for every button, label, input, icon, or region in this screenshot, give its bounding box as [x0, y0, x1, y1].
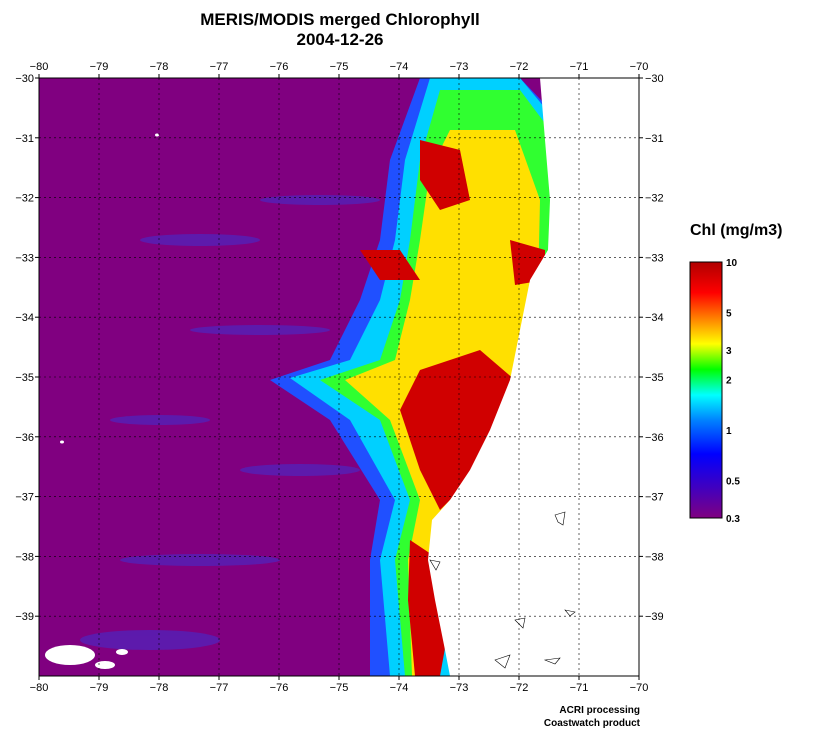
credit-processing: ACRI processing [559, 705, 640, 716]
map-plot-area [39, 78, 639, 676]
lon-label-bottom: −70 [630, 682, 649, 694]
credit-product: Coastwatch product [543, 718, 640, 729]
lat-label-left: −32 [15, 193, 34, 205]
lat-label-right: −38 [645, 551, 664, 563]
lon-label-bottom: −72 [510, 682, 529, 694]
lon-label-bottom: −75 [330, 682, 349, 694]
legend-title: Chl (mg/m3) [690, 222, 783, 239]
lon-label-top: −80 [30, 61, 49, 73]
map-title: MERIS/MODIS merged Chlorophyll [200, 10, 480, 29]
lat-label-left: −30 [15, 73, 34, 85]
legend-tick-label: 5 [726, 309, 732, 320]
legend-tick-label: 10 [726, 258, 738, 269]
lon-label-bottom: −80 [30, 682, 49, 694]
lat-label-left: −33 [15, 252, 34, 264]
lat-label-right: −33 [645, 252, 664, 264]
lat-label-left: −31 [15, 133, 34, 145]
lon-label-top: −72 [510, 61, 529, 73]
graticule [39, 78, 639, 676]
offshore-filaments [80, 195, 380, 650]
legend-tick-label: 2 [726, 375, 732, 386]
lon-label-bottom: −78 [150, 682, 169, 694]
no-data-patches [45, 133, 159, 669]
lon-label-top: −78 [150, 61, 169, 73]
lat-label-left: −34 [15, 312, 34, 324]
lon-label-top: −73 [450, 61, 469, 73]
lon-label-top: −74 [390, 61, 409, 73]
lat-label-left: −35 [15, 372, 34, 384]
lon-label-top: −75 [330, 61, 349, 73]
lon-label-top: −76 [270, 61, 289, 73]
lon-label-bottom: −74 [390, 682, 409, 694]
lat-label-right: −36 [645, 432, 664, 444]
color-bar-labels: 10 5 3 2 1 0.5 0.3 [726, 258, 740, 525]
legend-tick-label: 1 [726, 426, 732, 437]
color-bar [689, 261, 723, 519]
lat-label-right: −30 [645, 73, 664, 85]
lat-label-left: −37 [15, 492, 34, 504]
lat-label-left: −38 [15, 551, 34, 563]
lat-label-right: −37 [645, 492, 664, 504]
lat-label-right: −32 [645, 193, 664, 205]
lat-label-right: −31 [645, 133, 664, 145]
lat-label-right: −34 [645, 312, 664, 324]
lon-label-bottom: −73 [450, 682, 469, 694]
lon-label-top: −71 [570, 61, 589, 73]
lat-label-right: −39 [645, 611, 664, 623]
lon-label-top: −77 [210, 61, 229, 73]
lon-label-bottom: −77 [210, 682, 229, 694]
legend-tick-label: 0.5 [726, 477, 740, 488]
land-mass [428, 78, 639, 676]
lon-label-bottom: −79 [90, 682, 109, 694]
lat-label-left: −39 [15, 611, 34, 623]
lon-label-top: −79 [90, 61, 109, 73]
lon-label-top: −70 [630, 61, 649, 73]
legend-tick-label: 0.3 [726, 514, 740, 525]
legend-tick-label: 3 [726, 346, 732, 357]
lat-label-right: −35 [645, 372, 664, 384]
islands [429, 511, 576, 669]
axis-ticks: −80 −80 −79 −79 −78 −78 −77 −77 −76 −76 −75 −75 −74 −… [15, 61, 663, 694]
lat-label-left: −36 [15, 432, 34, 444]
lon-label-bottom: −76 [270, 682, 289, 694]
lon-label-bottom: −71 [570, 682, 589, 694]
map-date: 2004-12-26 [296, 30, 384, 49]
